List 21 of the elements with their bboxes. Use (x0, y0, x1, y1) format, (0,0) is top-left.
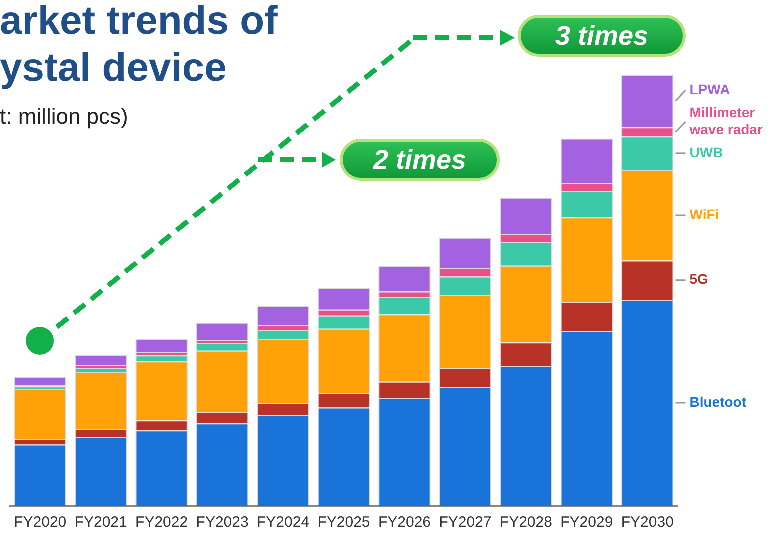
x-tick-label: FY2024 (257, 514, 310, 532)
x-tick-label: FY2023 (196, 514, 249, 532)
x-tick-label: FY2028 (500, 514, 552, 532)
chart-title: arket trends of ystal device (0, 0, 279, 92)
x-tick-label: FY2021 (74, 514, 128, 532)
series-label: Bluetoot (690, 394, 747, 410)
x-tick-label: FY2025 (318, 514, 370, 532)
series-label: WiFi (690, 206, 720, 222)
x-tick-label: FY2026 (378, 514, 431, 532)
series-label: UWB (690, 144, 724, 160)
annotation: 2 times (340, 139, 500, 181)
x-tick-label: FY2029 (560, 514, 614, 532)
text: t: million pcs) (0, 104, 128, 130)
x-tick-label: FY2022 (136, 514, 188, 532)
x-tick-label: FY2020 (14, 514, 67, 532)
series-label: LPWA (690, 81, 730, 98)
series-label: 5G (690, 271, 709, 288)
text: 3 times (518, 15, 686, 57)
x-tick-label: FY2027 (439, 514, 492, 532)
series-label: Millimeter wave radar (688, 104, 764, 138)
x-tick-label: FY2030 (621, 514, 674, 532)
